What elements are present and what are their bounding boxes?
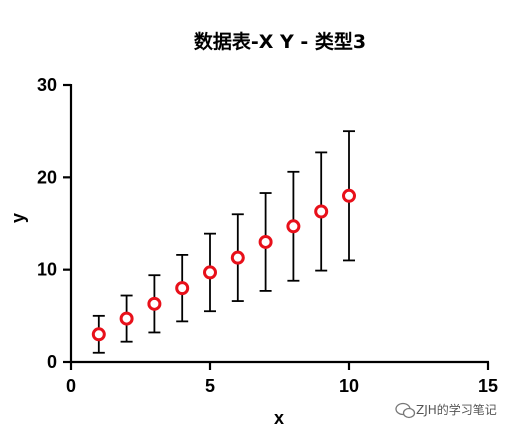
data-point — [203, 265, 217, 280]
data-point — [147, 296, 162, 311]
data-point — [314, 204, 329, 219]
watermark-text: ZJH的学习笔记 — [416, 402, 497, 417]
data-point — [230, 250, 245, 265]
data-point — [258, 234, 273, 249]
chart-title: 数据表-X Y - 类型3 — [194, 30, 366, 53]
data-point — [175, 281, 190, 296]
x-tick-label: 10 — [339, 376, 359, 396]
y-tick-label: 20 — [37, 167, 57, 187]
y-tick-label: 10 — [37, 260, 57, 280]
y-tick-label: 30 — [37, 75, 57, 95]
data-point — [119, 311, 134, 326]
x-axis-label: x — [274, 408, 284, 428]
data-point — [342, 188, 356, 203]
x-tick-label: 15 — [478, 376, 498, 396]
wechat-icon — [395, 402, 416, 419]
watermark: ZJH的学习笔记 — [395, 402, 497, 419]
data-point — [286, 219, 301, 234]
data-marks — [91, 130, 356, 354]
axes: 0 5 10 15 0 10 20 30 — [37, 75, 498, 396]
y-tick-label: 0 — [47, 352, 57, 372]
x-tick-label: 5 — [205, 376, 215, 396]
x-tick-label: 0 — [66, 376, 76, 396]
data-point — [91, 327, 106, 342]
y-axis-label: y — [8, 213, 28, 223]
